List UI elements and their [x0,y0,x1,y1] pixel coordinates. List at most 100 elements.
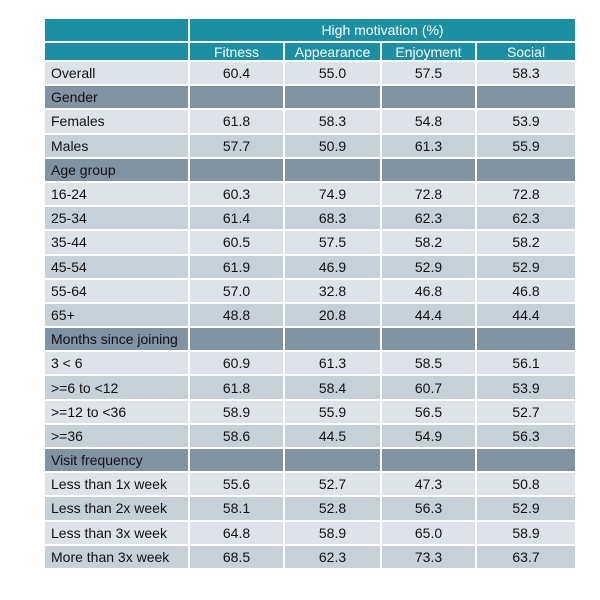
table-row: Males 57.7 50.9 61.3 55.9 [43,132,578,159]
value-cell-appearance: 50.9 [283,132,382,159]
section-empty-cell [283,446,382,474]
value-cell-appearance: 57.5 [283,229,382,256]
value-cell-enjoyment: 44.4 [380,301,477,329]
value-cell-fitness: 61.8 [188,374,285,401]
section-header-row: Age group [43,156,578,183]
value-cell-enjoyment: 46.8 [380,277,477,304]
row-label: 45-54 [43,253,190,280]
value-cell-social: 52.9 [474,495,578,522]
section-label: Visit frequency [43,446,190,474]
value-cell-appearance: 58.4 [283,374,382,401]
value-cell-fitness: 58.9 [188,398,285,425]
value-cell-fitness: 64.8 [188,519,285,546]
section-label: Gender [43,84,190,111]
section-empty-cell [283,326,382,353]
table-row: Less than 1x week 55.6 52.7 47.3 50.8 [43,471,578,498]
value-cell-social: 72.8 [474,180,578,208]
row-label: >=6 to <12 [43,374,190,401]
value-cell-appearance: 32.8 [283,277,382,304]
value-cell-appearance: 55.0 [283,59,382,87]
value-cell-enjoyment: 56.3 [380,495,477,522]
value-cell-social: 44.4 [474,301,578,329]
row-label: >=36 [43,422,190,450]
value-cell-enjoyment: 58.5 [380,350,477,377]
value-cell-fitness: 60.3 [188,180,285,208]
section-empty-cell [380,84,477,111]
value-cell-enjoyment: 56.5 [380,398,477,425]
value-cell-fitness: 57.0 [188,277,285,304]
value-cell-enjoyment: 54.9 [380,422,477,450]
table-body: Overall 60.4 55.0 57.5 58.3 Gender Females 61.8… [43,59,578,570]
table-row: 45-54 61.9 46.9 52.9 52.9 [43,253,578,280]
value-cell-fitness: 60.9 [188,350,285,377]
value-cell-social: 55.9 [474,132,578,159]
table-row: 3 < 6 60.9 61.3 58.5 56.1 [43,350,578,377]
value-cell-fitness: 61.4 [188,205,285,232]
value-cell-social: 52.9 [474,253,578,280]
value-cell-fitness: 58.1 [188,495,285,522]
value-cell-social: 58.3 [474,59,578,87]
row-label: 65+ [43,301,190,329]
table-row: >=6 to <12 61.8 58.4 60.7 53.9 [43,374,578,401]
value-cell-fitness: 57.7 [188,132,285,159]
column-header-fitness: Fitness [188,41,285,62]
row-label: Males [43,132,190,159]
value-cell-fitness: 61.8 [188,108,285,135]
table-row: >=12 to <36 58.9 55.9 56.5 52.7 [43,398,578,425]
row-label: 35-44 [43,229,190,256]
table-row: 35-44 60.5 57.5 58.2 58.2 [43,229,578,256]
value-cell-appearance: 52.7 [283,471,382,498]
value-cell-fitness: 55.6 [188,471,285,498]
section-empty-cell [188,156,285,183]
value-cell-social: 46.8 [474,277,578,304]
value-cell-social: 50.8 [474,471,578,498]
section-header-row: Visit frequency [43,446,578,474]
value-cell-enjoyment: 52.9 [380,253,477,280]
value-cell-fitness: 60.5 [188,229,285,256]
column-header-appearance: Appearance [283,41,382,62]
value-cell-social: 56.1 [474,350,578,377]
value-cell-social: 62.3 [474,205,578,232]
column-header-enjoyment: Enjoyment [380,41,477,62]
value-cell-social: 52.7 [474,398,578,425]
row-label: Less than 3x week [43,519,190,546]
motivation-table-container: High motivation (%) Fitness Appearance E… [43,17,578,570]
header-corner-cell [43,17,190,43]
row-label: 55-64 [43,277,190,304]
row-label: Less than 2x week [43,495,190,522]
value-cell-appearance: 52.8 [283,495,382,522]
row-label: More than 3x week [43,543,190,570]
group-title: High motivation (%) [187,17,578,43]
value-cell-social: 53.9 [474,374,578,401]
row-label: 16-24 [43,180,190,208]
value-cell-social: 53.9 [474,108,578,135]
row-label: Females [43,108,190,135]
section-empty-cell [474,84,578,111]
table-row: 16-24 60.3 74.9 72.8 72.8 [43,180,578,208]
value-cell-enjoyment: 58.2 [380,229,477,256]
table-row: Females 61.8 58.3 54.8 53.9 [43,108,578,135]
section-empty-cell [283,156,382,183]
header-label-cell [43,41,190,62]
column-header-social: Social [474,41,578,62]
section-empty-cell [188,446,285,474]
table-row: Less than 2x week 58.1 52.8 56.3 52.9 [43,495,578,522]
value-cell-fitness: 48.8 [188,301,285,329]
value-cell-appearance: 44.5 [283,422,382,450]
section-empty-cell [474,446,578,474]
value-cell-social: 63.7 [474,543,578,570]
value-cell-enjoyment: 72.8 [380,180,477,208]
table-row: Less than 3x week 64.8 58.9 65.0 58.9 [43,519,578,546]
section-empty-cell [380,446,477,474]
section-empty-cell [188,326,285,353]
table-row: More than 3x week 68.5 62.3 73.3 63.7 [43,543,578,570]
row-label: 25-34 [43,205,190,232]
value-cell-appearance: 62.3 [283,543,382,570]
row-label: Less than 1x week [43,471,190,498]
value-cell-appearance: 74.9 [283,180,382,208]
section-empty-cell [188,84,285,111]
value-cell-appearance: 46.9 [283,253,382,280]
section-empty-cell [380,326,477,353]
header-row-group: High motivation (%) [43,17,578,43]
row-label: 3 < 6 [43,350,190,377]
